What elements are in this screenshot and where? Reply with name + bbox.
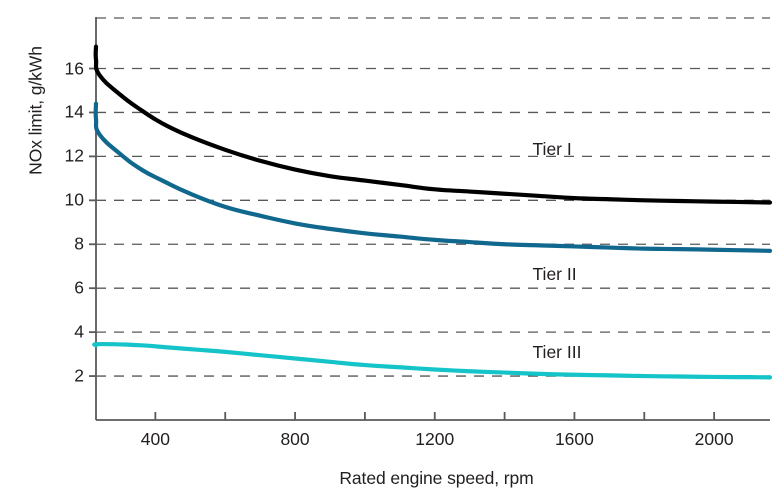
series-line-tier-iii	[92, 341, 773, 380]
x-tick-label: 1200	[415, 429, 455, 449]
x-tick-label: 2000	[694, 429, 734, 449]
x-tick-label: 800	[280, 429, 310, 449]
series-label-tier-i: Tier I	[532, 138, 572, 159]
y-tick-label: 8	[74, 233, 84, 254]
x-tick-label: 1600	[554, 429, 594, 449]
series-label-tier-ii: Tier II	[532, 264, 577, 285]
data-series	[92, 44, 773, 380]
y-tick-label: 4	[74, 321, 84, 342]
axis-lines	[95, 17, 770, 421]
x-axis-title: Rated engine speed, rpm	[339, 468, 534, 488]
x-tick-label: 400	[140, 429, 170, 449]
series-line-tier-ii	[93, 101, 773, 253]
series-label-tier-iii: Tier III	[532, 342, 582, 362]
y-tick-label: 6	[74, 277, 84, 298]
y-tick-label: 16	[64, 58, 84, 79]
y-tick-label: 12	[64, 145, 84, 166]
y-tick-label: 2	[74, 365, 84, 386]
y-tick-label: 10	[64, 189, 84, 210]
series-line-tier-i	[93, 44, 773, 205]
y-tick-label: 14	[64, 101, 84, 122]
